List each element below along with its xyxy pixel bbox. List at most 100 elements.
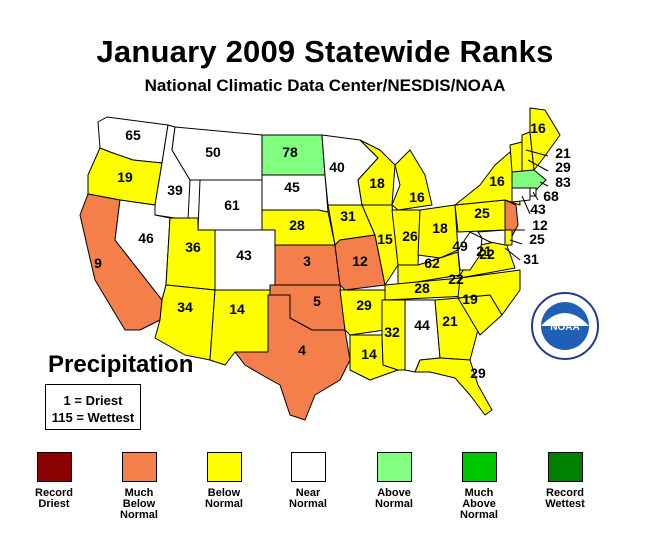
rank-label-ia: 31 — [340, 208, 356, 224]
map-title: January 2009 Statewide Ranks — [96, 34, 554, 69]
noaa-logo: NOAA — [531, 292, 599, 360]
legend-swatch — [376, 452, 412, 482]
rank-label-or: 19 — [117, 169, 133, 185]
rank-label-wv: 62 — [424, 255, 440, 271]
state-FL[interactable] — [414, 357, 493, 416]
rank-label-oh: 18 — [432, 220, 448, 236]
rank-label-nh: 21 — [555, 145, 571, 161]
rank-label-al: 44 — [414, 317, 430, 333]
legend-label-line: Normal — [120, 509, 158, 521]
legend-label-line: Much — [124, 487, 154, 499]
rank-label-mi: 16 — [409, 189, 425, 205]
legend-label-line: Wettest — [545, 498, 585, 510]
rank-label-mt: 50 — [205, 144, 221, 160]
legend-item: Record Driest — [14, 452, 94, 510]
legend-label-line: Much — [464, 487, 494, 499]
rank-label-me: 29 — [555, 159, 571, 175]
rank-label-de: 25 — [529, 231, 545, 247]
legend-swatch — [290, 452, 326, 482]
rank-label-ga: 21 — [442, 313, 458, 329]
legend-label: Above Normal — [354, 488, 434, 510]
legend-label-line: Record — [35, 487, 73, 499]
legend-label-line: Normal — [205, 498, 243, 510]
legend-label: Near Normal — [268, 488, 348, 510]
legend-label: Much Below Normal — [99, 488, 179, 521]
state-NC[interactable] — [457, 269, 521, 316]
rank-label-in: 26 — [402, 228, 418, 244]
rank-label-ok: 5 — [313, 293, 321, 309]
section-label: Precipitation — [48, 351, 194, 378]
legend-item: Above Normal — [354, 452, 434, 510]
rank-label-sd: 45 — [284, 179, 300, 195]
rank-label-ca: 9 — [94, 255, 102, 271]
map-subtitle: National Climatic Data Center/NESDIS/NOA… — [144, 76, 506, 95]
state-AR[interactable] — [339, 289, 386, 336]
rank-label-ms: 32 — [384, 324, 400, 340]
rank-label-ne: 28 — [289, 217, 305, 233]
rank-label-ct: 43 — [530, 201, 546, 217]
rank-label-nc: 22 — [479, 246, 495, 262]
rank-label-nm: 14 — [229, 301, 245, 317]
legend-item: Much Above Normal — [439, 452, 519, 521]
legend-swatch — [206, 452, 242, 482]
state-VT[interactable] — [509, 141, 523, 173]
legend-swatch — [461, 452, 497, 482]
legend-label-line: Normal — [460, 509, 498, 521]
rank-label-mo: 12 — [352, 253, 368, 269]
state-DE[interactable] — [504, 229, 513, 246]
rank-label-mn: 40 — [329, 159, 345, 175]
state-TX[interactable] — [234, 294, 351, 421]
rank-label-ky: 28 — [414, 280, 430, 296]
rank-label-wi: 18 — [369, 175, 385, 191]
rank-label-tx: 4 — [298, 342, 306, 358]
rank-label-ri: 68 — [543, 188, 559, 204]
state-MI[interactable] — [391, 149, 433, 211]
rank-label-ma: 83 — [555, 174, 571, 190]
legend-label-line: Driest — [38, 498, 70, 510]
rank-label-mde: 31 — [523, 251, 539, 267]
legend-label: Below Normal — [184, 488, 264, 510]
rank-label-ks: 3 — [303, 253, 311, 269]
rank-label-nd: 78 — [282, 144, 298, 160]
legend-swatch — [121, 452, 157, 482]
rank-label-vt: 16 — [530, 120, 546, 136]
rank-label-nv: 46 — [138, 230, 154, 246]
state-OH[interactable] — [417, 204, 459, 259]
legend-label-line: Normal — [289, 498, 327, 510]
rank-label-wa: 65 — [125, 127, 141, 143]
state-WV[interactable] — [457, 231, 483, 271]
rank-label-md: 49 — [452, 238, 468, 254]
legend-label: Much Above Normal — [439, 488, 519, 521]
legend-swatch — [36, 452, 72, 482]
rank-label-ar: 29 — [356, 297, 372, 313]
legend-label-line: Record — [546, 487, 584, 499]
rank-label-co: 43 — [236, 247, 252, 263]
state-NY[interactable] — [454, 151, 521, 206]
state-IL[interactable] — [361, 204, 399, 286]
state-ME[interactable] — [529, 107, 561, 171]
noaa-logo-text: NOAA — [550, 322, 579, 333]
legend-label-line: Normal — [375, 498, 413, 510]
rank-label-ny: 16 — [489, 173, 505, 189]
rank-label-sc: 19 — [462, 291, 478, 307]
key-wettest: 115 = Wettest — [51, 410, 135, 425]
legend-swatch — [547, 452, 583, 482]
rank-label-az: 34 — [177, 299, 193, 315]
legend-item: Record Wettest — [525, 452, 605, 510]
state-CT[interactable] — [511, 187, 531, 203]
rank-labels: 65 19 9 39 46 50 61 36 34 43 14 78 45 28 3 5 4 40 31 12 29 14… — [94, 120, 571, 381]
rank-label-id: 39 — [167, 182, 183, 198]
key-driest: 1 = Driest — [63, 393, 123, 408]
legend-label-line: Above — [462, 498, 496, 510]
rank-label-pa: 25 — [474, 205, 490, 221]
state-AZ[interactable] — [154, 284, 216, 361]
rank-label-fl: 29 — [470, 365, 486, 381]
rank-key: 1 = Driest 115 = Wettest — [45, 384, 141, 430]
rank-label-wy: 61 — [224, 197, 240, 213]
rank-label-il: 15 — [377, 231, 393, 247]
rank-label-nj: 12 — [532, 217, 548, 233]
legend-label-line: Near — [295, 487, 321, 499]
state-MA[interactable] — [511, 169, 547, 191]
legend-label: Record Driest — [14, 488, 94, 510]
